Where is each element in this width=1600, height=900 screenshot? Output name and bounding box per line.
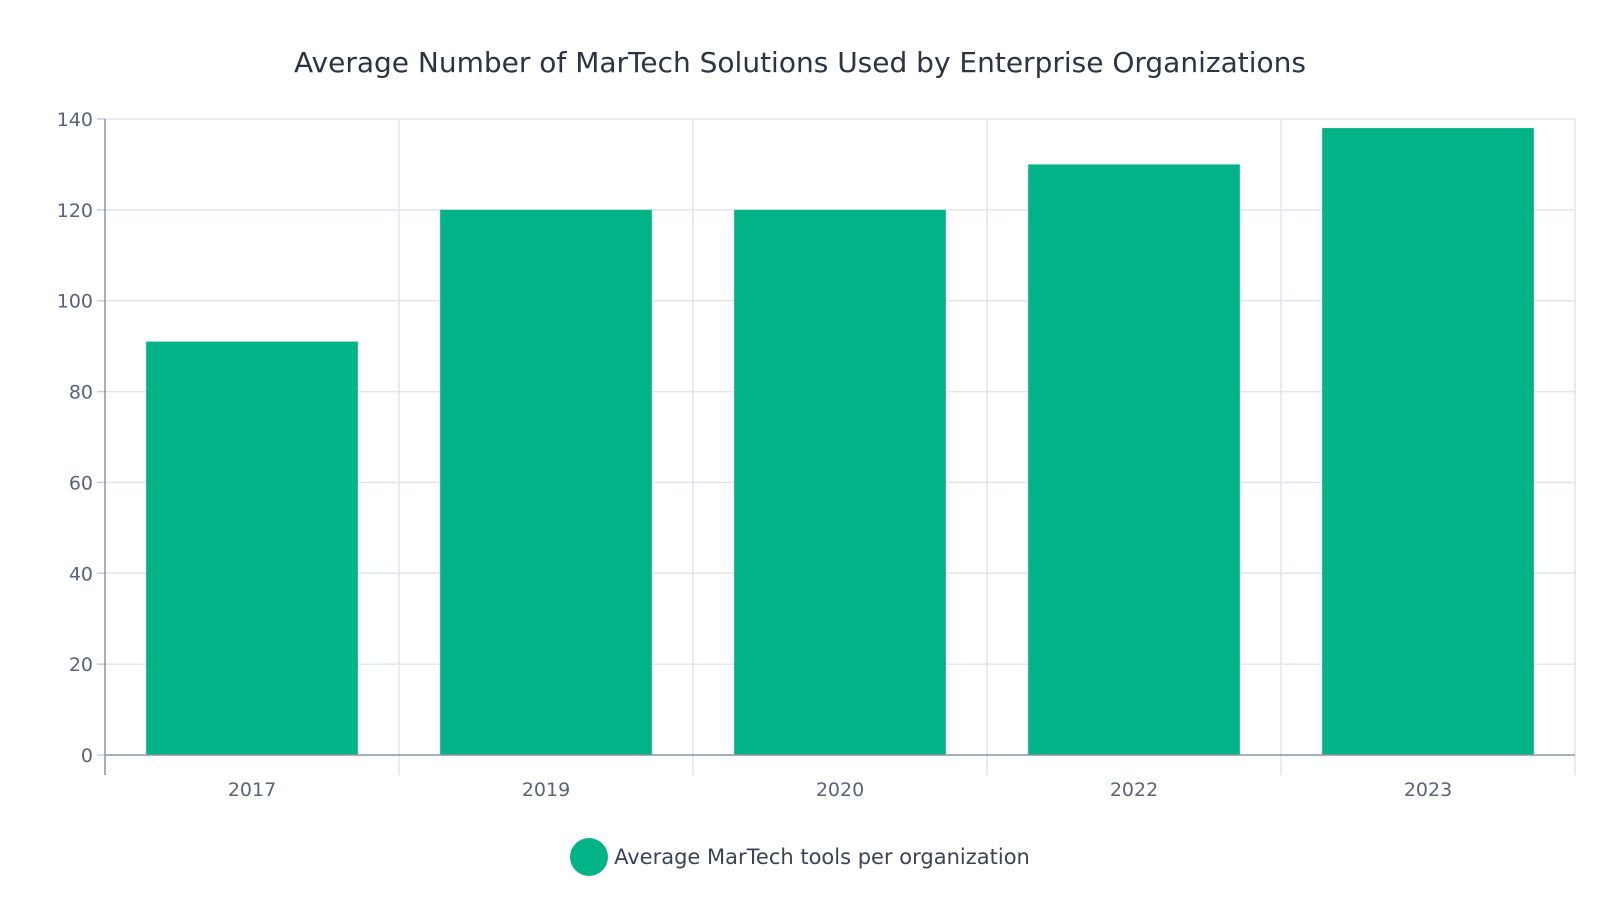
chart-title: Average Number of MarTech Solutions Used…	[294, 46, 1306, 79]
x-tick-label: 2023	[1404, 779, 1452, 801]
legend-label: Average MarTech tools per organization	[614, 845, 1030, 869]
y-tick-label: 60	[69, 472, 93, 494]
bar-2017	[146, 341, 358, 755]
legend[interactable]: Average MarTech tools per organization	[0, 838, 1600, 876]
legend-swatch	[570, 838, 609, 876]
y-tick-label: 40	[69, 563, 93, 585]
x-tick-label: 2022	[1110, 779, 1158, 801]
x-tick-label: 2019	[522, 779, 570, 801]
bar-2022	[1028, 164, 1240, 755]
y-tick-label: 100	[57, 291, 93, 313]
x-tick-label: 2017	[228, 779, 276, 801]
bar-2023	[1322, 128, 1534, 756]
bar-2019	[440, 209, 652, 755]
y-tick-label: 140	[57, 109, 93, 131]
y-tick-label: 20	[69, 654, 93, 676]
x-tick-label: 2020	[816, 779, 864, 801]
y-tick-label: 0	[81, 745, 93, 767]
y-tick-label: 120	[57, 200, 93, 222]
bar-2020	[734, 209, 946, 755]
y-tick-label: 80	[69, 382, 93, 404]
